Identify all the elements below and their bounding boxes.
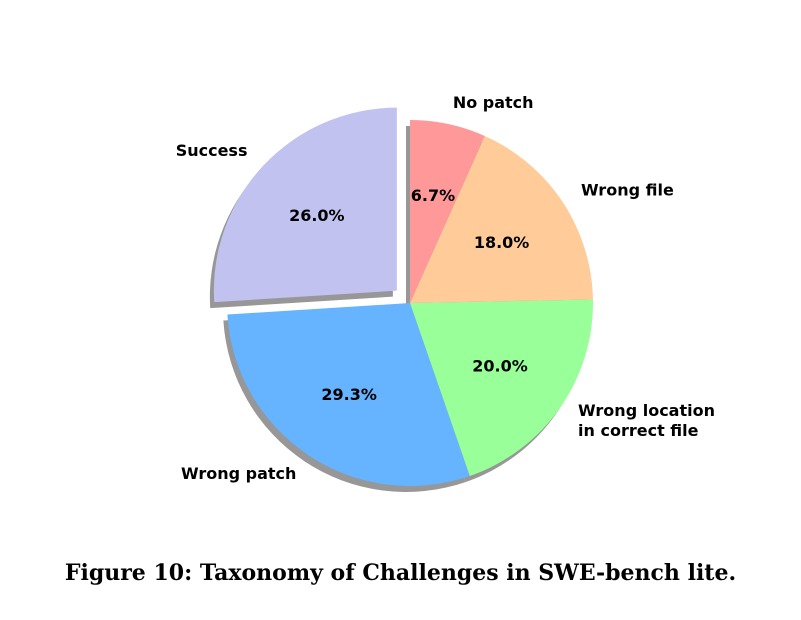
pct-label-wrong-patch: 29.3%: [321, 385, 377, 404]
category-label-wrong-file: Wrong file: [581, 180, 674, 199]
slice-wrong-file: [410, 135, 593, 303]
category-label-no-patch: No patch: [453, 93, 534, 112]
pct-label-success: 26.0%: [289, 206, 345, 225]
category-label-wrong-location-in-correct-file: Wrong location in correct file: [578, 401, 715, 440]
slice-success: [213, 107, 397, 303]
figure-caption: Figure 10: Taxonomy of Challenges in SWE…: [64, 560, 737, 586]
slice-wrong-patch: [227, 303, 470, 486]
pct-label-wrong-location-in-correct-file: 20.0%: [472, 356, 528, 375]
category-label-success: Success: [176, 141, 248, 160]
pct-label-no-patch: 6.7%: [411, 186, 455, 205]
slice-no-patch: [410, 120, 485, 303]
pie-wedges: [213, 107, 593, 486]
slice-wrong-location-in-correct-file: [410, 299, 593, 476]
pct-label-wrong-file: 18.0%: [474, 233, 530, 252]
pie-labels: 26.0% Success 29.3% Wrong patch 20.0% Wrong l…: [176, 93, 715, 483]
pie-chart: 26.0% Success 29.3% Wrong patch 20.0% Wrong l…: [176, 93, 715, 492]
category-label-wrong-patch: Wrong patch: [181, 464, 296, 483]
